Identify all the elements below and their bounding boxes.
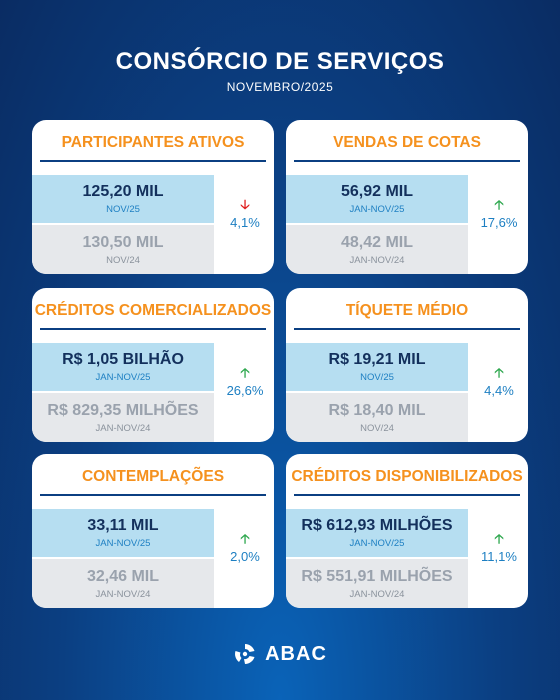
change-percent: 4,1%	[230, 215, 260, 230]
card-creditos-comercializados: CRÉDITOS COMERCIALIZADOS R$ 1,05 BILHÃO …	[32, 288, 274, 442]
current-value: R$ 19,21 MIL	[328, 351, 426, 368]
change-indicator: 🡣 4,1%	[216, 197, 274, 231]
current-period-box: 125,20 MIL NOV/25	[32, 175, 214, 223]
card-tiquete-medio: TÍQUETE MÉDIO R$ 19,21 MIL NOV/25 R$ 18,…	[286, 288, 528, 442]
card-divider	[40, 494, 266, 496]
page-title: CONSÓRCIO DE SERVIÇOS	[115, 48, 445, 75]
arrow-down-icon: 🡣	[240, 197, 250, 212]
previous-period: JAN-NOV/24	[95, 589, 151, 600]
current-value: R$ 612,93 MILHÕES	[301, 517, 453, 534]
current-period-box: 33,11 MIL JAN-NOV/25	[32, 509, 214, 557]
card-divider	[294, 328, 520, 330]
abac-logo: ABAC	[233, 642, 327, 666]
abac-logo-icon	[235, 644, 255, 664]
previous-period: JAN-NOV/24	[349, 255, 405, 266]
page-subtitle: NOVEMBRO/2025	[226, 80, 334, 94]
previous-period-box: 130,50 MIL NOV/24	[32, 225, 214, 274]
card-title: CRÉDITOS COMERCIALIZADOS	[34, 302, 272, 319]
change-percent: 17,6%	[480, 215, 518, 230]
current-period-box: R$ 1,05 BILHÃO JAN-NOV/25	[32, 343, 214, 391]
card-divider	[40, 160, 266, 162]
card-contemplacoes: CONTEMPLAÇÕES 33,11 MIL JAN-NOV/25 32,46…	[32, 454, 274, 608]
footer: ABAC	[0, 642, 560, 671]
arrow-up-icon: 🡡	[240, 531, 250, 546]
card-divider	[294, 494, 520, 496]
arrow-up-icon: 🡡	[494, 197, 504, 212]
abac-logo-text: ABAC	[265, 642, 327, 665]
card-creditos-disponibilizados: CRÉDITOS DISPONIBILIZADOS R$ 612,93 MILH…	[286, 454, 528, 608]
current-period: JAN-NOV/25	[349, 538, 405, 549]
card-title: PARTICIPANTES ATIVOS	[61, 134, 245, 151]
arrow-up-icon: 🡡	[240, 365, 250, 380]
change-indicator: 🡡 11,1%	[470, 531, 528, 565]
current-period: JAN-NOV/25	[349, 204, 405, 215]
card-divider	[294, 160, 520, 162]
card-participantes-ativos: PARTICIPANTES ATIVOS 125,20 MIL NOV/25 1…	[32, 120, 274, 274]
current-period: NOV/25	[106, 204, 140, 215]
previous-period-box: R$ 829,35 MILHÕES JAN-NOV/24	[32, 393, 214, 442]
current-period-box: R$ 19,21 MIL NOV/25	[286, 343, 468, 391]
card-vendas-de-cotas: VENDAS DE COTAS 56,92 MIL JAN-NOV/25 48,…	[286, 120, 528, 274]
current-value: 125,20 MIL	[82, 183, 164, 200]
previous-period: JAN-NOV/24	[95, 423, 151, 434]
change-indicator: 🡡 2,0%	[216, 531, 274, 565]
card-title: TÍQUETE MÉDIO	[345, 302, 469, 319]
previous-value: R$ 18,40 MIL	[328, 402, 426, 419]
previous-period: JAN-NOV/24	[349, 589, 405, 600]
arrow-up-icon: 🡡	[494, 365, 504, 380]
current-period-box: R$ 612,93 MILHÕES JAN-NOV/25	[286, 509, 468, 557]
current-period: JAN-NOV/25	[95, 372, 151, 383]
change-percent: 11,1%	[481, 549, 517, 564]
previous-period-box: 32,46 MIL JAN-NOV/24	[32, 559, 214, 608]
card-title: CRÉDITOS DISPONIBILIZADOS	[291, 468, 523, 485]
current-period: NOV/25	[360, 372, 394, 383]
previous-value: 48,42 MIL	[340, 234, 414, 251]
change-percent: 4,4%	[484, 383, 514, 398]
header: CONSÓRCIO DE SERVIÇOS NOVEMBRO/2025	[0, 48, 560, 94]
card-divider	[40, 328, 266, 330]
change-percent: 26,6%	[226, 383, 264, 398]
current-value: 56,92 MIL	[340, 183, 414, 200]
card-title: CONTEMPLAÇÕES	[81, 468, 225, 485]
previous-value: 32,46 MIL	[86, 568, 160, 585]
current-value: 33,11 MIL	[87, 517, 159, 534]
change-percent: 2,0%	[230, 549, 260, 564]
previous-period-box: R$ 18,40 MIL NOV/24	[286, 393, 468, 442]
change-indicator: 🡡 17,6%	[470, 197, 528, 231]
change-indicator: 🡡 4,4%	[470, 365, 528, 399]
arrow-up-icon: 🡡	[494, 531, 504, 546]
previous-period: NOV/24	[360, 423, 394, 434]
previous-value: 130,50 MIL	[82, 234, 164, 251]
previous-period-box: 48,42 MIL JAN-NOV/24	[286, 225, 468, 274]
previous-value: R$ 829,35 MILHÕES	[47, 402, 199, 419]
previous-value: R$ 551,91 MILHÕES	[301, 568, 453, 585]
current-period-box: 56,92 MIL JAN-NOV/25	[286, 175, 468, 223]
change-indicator: 🡡 26,6%	[216, 365, 274, 399]
current-value: R$ 1,05 BILHÃO	[62, 351, 184, 368]
previous-period: NOV/24	[106, 255, 140, 266]
previous-period-box: R$ 551,91 MILHÕES JAN-NOV/24	[286, 559, 468, 608]
card-title: VENDAS DE COTAS	[333, 134, 481, 151]
current-period: JAN-NOV/25	[95, 538, 151, 549]
